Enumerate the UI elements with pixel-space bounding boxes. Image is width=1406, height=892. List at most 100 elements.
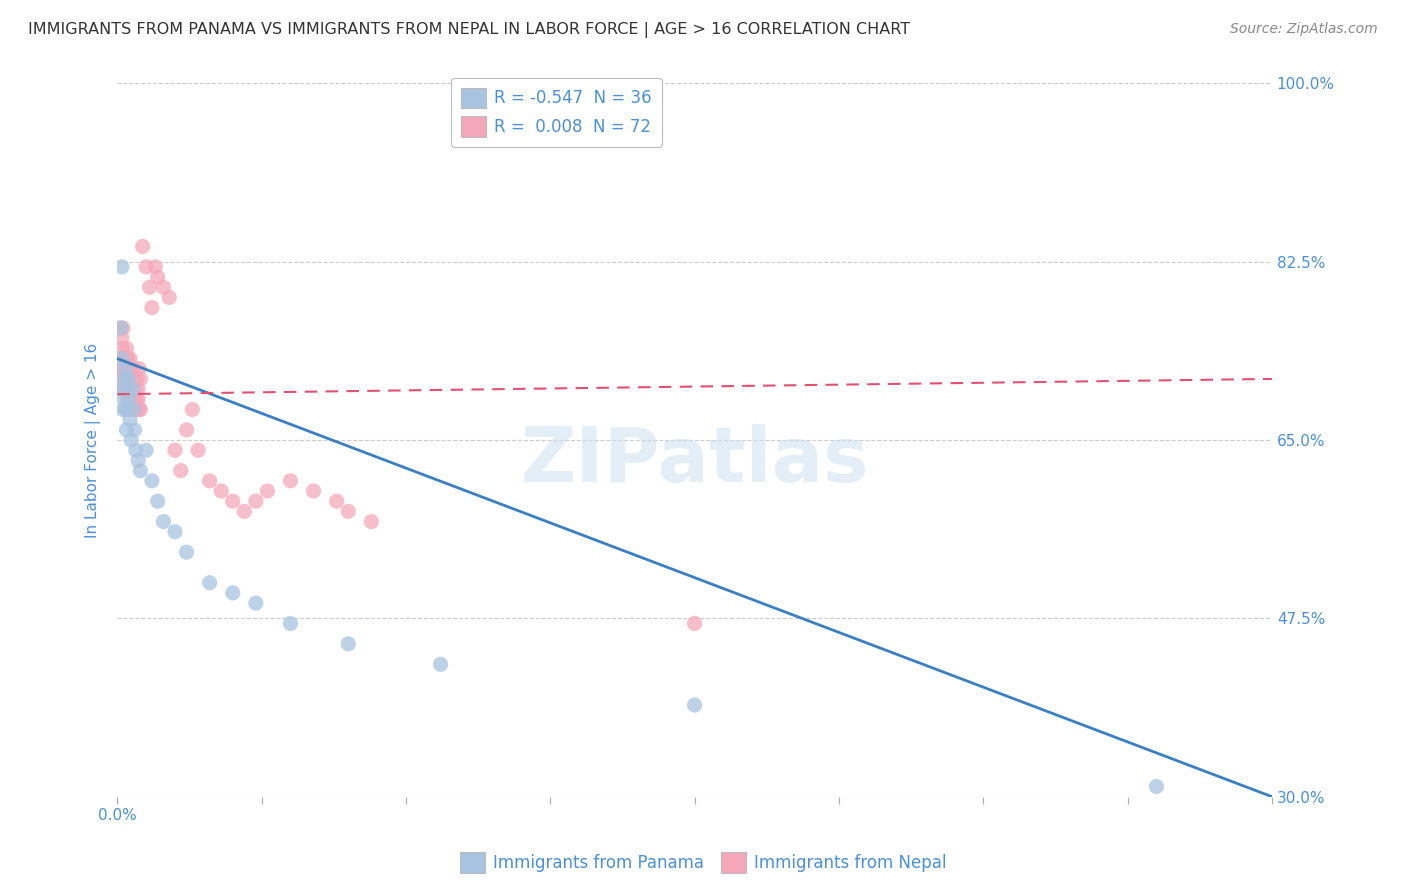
Point (198, 575, 221, 590)
Point (360, 515, 382, 529)
Point (118, 392, 141, 407)
Point (118, 382, 141, 396)
Point (129, 372, 152, 386)
Point (683, 616, 706, 631)
Point (122, 402, 145, 417)
Point (1146, 780, 1168, 794)
Point (127, 453, 149, 467)
Point (115, 423, 138, 437)
Point (138, 280, 160, 294)
Point (135, 260, 157, 274)
Point (115, 372, 138, 386)
Point (127, 392, 149, 407)
Point (125, 372, 148, 386)
Point (115, 382, 138, 396)
Point (114, 351, 136, 366)
Point (114, 372, 136, 386)
Point (245, 596, 267, 610)
Point (118, 382, 141, 396)
Point (222, 494, 245, 508)
Point (121, 372, 143, 386)
Point (112, 351, 135, 366)
Point (141, 474, 163, 488)
Point (125, 382, 148, 396)
Point (146, 270, 169, 285)
Point (110, 321, 132, 335)
Point (112, 321, 135, 335)
Point (233, 504, 256, 518)
Point (115, 342, 138, 356)
Point (163, 443, 186, 458)
Point (120, 361, 142, 376)
Point (118, 372, 141, 386)
Point (122, 392, 145, 407)
Point (120, 433, 142, 447)
Point (163, 524, 186, 539)
Point (181, 402, 204, 417)
Point (198, 474, 221, 488)
Point (145, 260, 167, 274)
Point (111, 351, 134, 366)
Point (110, 372, 132, 386)
Point (122, 392, 145, 407)
Point (111, 351, 134, 366)
Point (112, 392, 135, 407)
Point (111, 331, 134, 345)
Point (124, 361, 146, 376)
Point (118, 402, 141, 417)
Point (135, 443, 157, 458)
Point (120, 372, 142, 386)
Point (256, 483, 278, 498)
Legend: R = -0.547  N = 36, R =  0.008  N = 72: R = -0.547 N = 36, R = 0.008 N = 72 (450, 78, 661, 146)
Point (125, 443, 148, 458)
Point (112, 372, 135, 386)
Point (141, 301, 163, 315)
Point (125, 372, 148, 386)
Point (128, 402, 150, 417)
Point (121, 382, 143, 396)
Point (302, 483, 325, 498)
Point (117, 351, 139, 366)
Point (124, 423, 146, 437)
Point (170, 464, 193, 478)
Point (112, 382, 135, 396)
Text: ZIPatlas: ZIPatlas (520, 425, 869, 499)
Point (115, 382, 138, 396)
Point (280, 474, 302, 488)
Point (157, 290, 180, 304)
Point (152, 280, 174, 294)
Point (245, 494, 267, 508)
Point (128, 361, 150, 376)
Point (114, 382, 136, 396)
Point (112, 361, 135, 376)
Point (176, 423, 198, 437)
Y-axis label: In Labor Force | Age > 16: In Labor Force | Age > 16 (86, 343, 101, 538)
Point (112, 351, 135, 366)
Point (110, 321, 132, 335)
Point (146, 494, 169, 508)
Point (131, 239, 153, 253)
Point (187, 443, 209, 458)
Point (125, 392, 148, 407)
Point (120, 382, 142, 396)
Point (111, 260, 134, 274)
Point (114, 402, 136, 417)
Point (112, 402, 135, 417)
Point (209, 483, 232, 498)
Point (114, 361, 136, 376)
Point (683, 698, 706, 712)
Point (222, 586, 245, 600)
Point (176, 545, 198, 559)
Point (118, 351, 141, 366)
Point (117, 402, 139, 417)
Point (325, 494, 347, 508)
Point (129, 402, 152, 417)
Text: Source: ZipAtlas.com: Source: ZipAtlas.com (1230, 22, 1378, 37)
Point (112, 361, 135, 376)
Point (337, 637, 360, 651)
Point (117, 361, 139, 376)
Point (280, 616, 302, 631)
Point (112, 382, 135, 396)
Text: IMMIGRANTS FROM PANAMA VS IMMIGRANTS FROM NEPAL IN LABOR FORCE | AGE > 16 CORREL: IMMIGRANTS FROM PANAMA VS IMMIGRANTS FRO… (28, 22, 910, 38)
Point (337, 504, 360, 518)
